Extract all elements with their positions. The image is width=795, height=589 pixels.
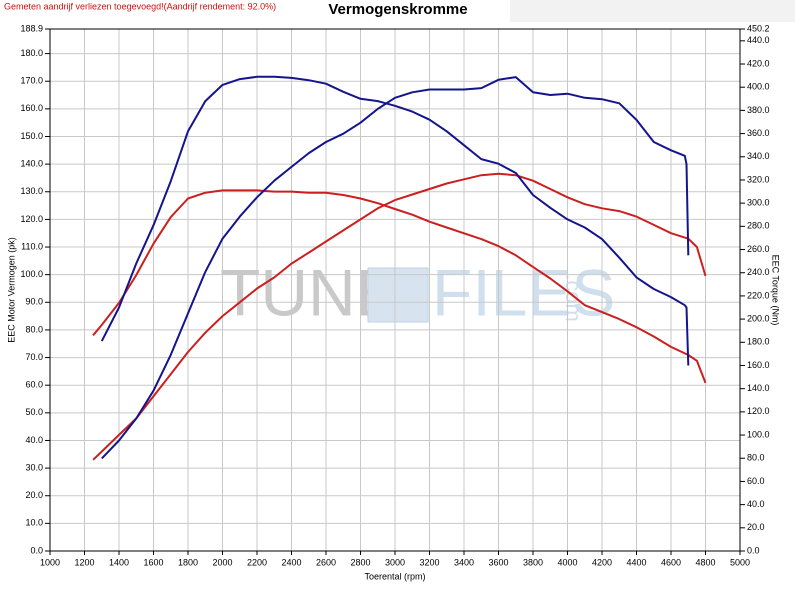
x-tick-label: 2200 (247, 557, 267, 567)
x-tick-label: 2600 (316, 557, 336, 567)
x-tick-label: 2000 (212, 557, 232, 567)
header-band (510, 0, 795, 22)
y-tick-label: 170.0 (20, 76, 43, 86)
chart-title: Vermogenskromme (328, 1, 467, 18)
x-tick-label: 2800 (350, 557, 370, 567)
y-tick-label: 100.0 (20, 269, 43, 279)
y-tick-label: 130.0 (20, 186, 43, 196)
y2-tick-label: 240.0 (747, 267, 770, 277)
series-line (101, 76, 690, 460)
y2-tick-label: 380.0 (747, 105, 770, 115)
x-tick-label: 1200 (74, 557, 94, 567)
x-tick-label: 2400 (281, 557, 301, 567)
y2-tick-label: 60.0 (747, 476, 765, 486)
y2-tick-label: 340.0 (747, 151, 770, 161)
y2-tick-label: 120.0 (747, 406, 770, 416)
x-tick-label: 3800 (523, 557, 543, 567)
y2-tick-label: 100.0 (747, 429, 770, 439)
y2-tick-label: 160.0 (747, 360, 770, 370)
grid (49, 28, 741, 552)
series-line (92, 172, 707, 461)
y-tick-label: 90.0 (25, 297, 43, 307)
watermark-text: .com (561, 274, 586, 322)
x-tick-label: 3200 (419, 557, 439, 567)
y2-axis-label: EEC Torque (Nm) (771, 255, 781, 326)
y2-tick-label: 180.0 (747, 337, 770, 347)
y2-tick-label: 220.0 (747, 290, 770, 300)
y2-tick-label: 320.0 (747, 174, 770, 184)
y2-tick-label: 40.0 (747, 499, 765, 509)
y-tick-label: 188.9 (20, 23, 43, 33)
y2-tick-label: 260.0 (747, 244, 770, 254)
watermark-text: TUNE (220, 255, 400, 329)
x-tick-label: 4400 (626, 557, 646, 567)
y-tick-label: 10.0 (25, 518, 43, 528)
y-tick-label: 150.0 (20, 131, 43, 141)
y-tick-label: 70.0 (25, 352, 43, 362)
y-tick-label: 40.0 (25, 435, 43, 445)
y-tick-label: 160.0 (20, 103, 43, 113)
series-line (92, 189, 707, 384)
y2-tick-label: 440.0 (747, 35, 770, 45)
y-tick-label: 0.0 (30, 545, 43, 555)
x-tick-label: 3400 (454, 557, 474, 567)
watermark: TUNE FILES .com (220, 255, 615, 329)
y2-tick-label: 400.0 (747, 82, 770, 92)
y2-tick-label: 0.0 (747, 545, 760, 555)
y2-tick-label: 200.0 (747, 313, 770, 323)
series-line (100, 75, 690, 366)
x-tick-label: 3600 (488, 557, 508, 567)
note: Gemeten aandrijf verliezen toegevoegd!(A… (4, 1, 276, 11)
y2-tick-label: 420.0 (747, 58, 770, 68)
y-tick-label: 20.0 (25, 490, 43, 500)
x-tick-label: 5000 (730, 557, 750, 567)
x-tick-label: 1000 (40, 557, 60, 567)
y-tick-label: 110.0 (21, 241, 43, 251)
y-tick-label: 180.0 (20, 48, 43, 58)
y-tick-label: 50.0 (25, 407, 43, 417)
watermark-text: FILES (432, 255, 615, 329)
x-tick-label: 4000 (557, 557, 577, 567)
x-axis-label: Toerental (rpm) (364, 571, 425, 581)
x-tick-label: 1800 (178, 557, 198, 567)
watermark-icon (367, 267, 429, 323)
y-tick-label: 30.0 (25, 462, 43, 472)
y-tick-label: 80.0 (25, 324, 43, 334)
y-tick-label: 140.0 (20, 159, 43, 169)
y2-tick-label: 300.0 (747, 198, 770, 208)
y-tick-label: 120.0 (20, 214, 43, 224)
x-tick-label: 1400 (109, 557, 129, 567)
x-tick-label: 4800 (695, 557, 715, 567)
x-tick-label: 1600 (143, 557, 163, 567)
y2-tick-label: 360.0 (747, 128, 770, 138)
y2-tick-label: 280.0 (747, 221, 770, 231)
y2-tick-label: 80.0 (747, 453, 765, 463)
y2-tick-label: 450.2 (747, 23, 770, 33)
x-tick-label: 3000 (385, 557, 405, 567)
x-tick-label: 4200 (592, 557, 612, 567)
y2-tick-label: 20.0 (747, 522, 765, 532)
y2-tick-label: 140.0 (747, 383, 770, 393)
y-tick-label: 60.0 (25, 380, 43, 390)
plot-frame (49, 28, 741, 552)
y-axis-label: EEC Motor Vermogen (pk) (6, 237, 16, 343)
x-tick-label: 4600 (661, 557, 681, 567)
